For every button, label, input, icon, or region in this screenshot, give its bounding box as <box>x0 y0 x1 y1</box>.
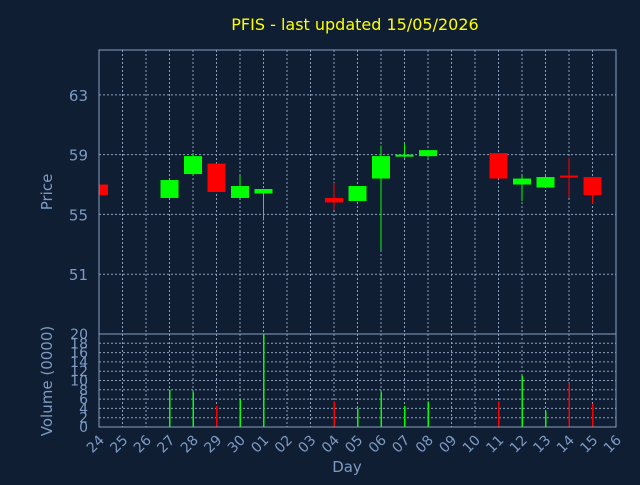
x-tick-label: 16 <box>601 432 625 456</box>
volume-tick-label: 12 <box>70 364 88 380</box>
volume-bar <box>192 392 194 427</box>
candle <box>489 153 508 179</box>
x-tick-label: 14 <box>554 432 578 456</box>
x-tick-label: 25 <box>107 433 131 457</box>
x-tick-label: 09 <box>436 433 460 457</box>
volume-tick-label: 10 <box>70 374 88 390</box>
volume-tick-label: 2 <box>79 411 88 427</box>
price-tick-label: 59 <box>69 147 88 165</box>
volume-bar <box>239 399 241 427</box>
x-tick-label: 13 <box>530 433 554 457</box>
x-tick-label: 30 <box>225 433 249 457</box>
price-tick-label: 55 <box>69 206 88 224</box>
x-tick-label: 27 <box>154 433 178 457</box>
x-tick-label: 24 <box>84 432 108 456</box>
price-axis-label: Price <box>38 174 56 211</box>
candle <box>372 145 390 251</box>
candle-body <box>254 189 273 194</box>
candle <box>513 175 531 201</box>
volume-series <box>169 334 594 427</box>
candle <box>160 180 179 198</box>
candle <box>98 184 108 195</box>
volume-bar <box>568 382 570 427</box>
x-tick-label: 07 <box>389 433 413 457</box>
volume-bar <box>427 401 429 427</box>
volume-tick-label: 0 <box>79 420 88 436</box>
x-tick-label: 26 <box>131 432 155 456</box>
volume-tick-label: 8 <box>79 383 88 399</box>
candlestick-series <box>98 144 602 251</box>
candle <box>231 175 249 198</box>
candle-body <box>348 186 367 201</box>
candle-body <box>513 178 531 185</box>
candle <box>348 186 367 201</box>
candle <box>254 189 273 221</box>
volume-bar <box>498 401 500 427</box>
tick-labels: 24 25 26 27 28 29 30 01 02 03 04 05 06 07 08 09 10 11 12 13… <box>69 87 625 457</box>
candle-body <box>395 154 414 157</box>
candle <box>184 153 202 176</box>
candle-body <box>160 180 179 198</box>
volume-tick-label: 4 <box>79 401 88 417</box>
x-tick-label: 11 <box>483 433 507 457</box>
candle-body <box>536 177 555 188</box>
x-axis-label: Day <box>332 458 362 476</box>
candle-body <box>372 156 390 179</box>
candle-body <box>560 175 578 178</box>
candle-body <box>184 156 202 175</box>
candle <box>325 183 343 210</box>
candle <box>560 157 578 198</box>
price-tick-label: 51 <box>69 266 88 284</box>
volume-bar <box>333 401 335 427</box>
x-tick-label: 02 <box>272 433 296 457</box>
x-tick-label: 03 <box>295 433 319 457</box>
volume-bar <box>357 408 359 427</box>
x-tick-label: 29 <box>201 433 225 457</box>
price-tick-label: 63 <box>69 87 88 105</box>
candle-body <box>207 163 226 192</box>
volume-bar <box>380 392 382 427</box>
volume-bar <box>545 410 547 427</box>
volume-tick-label: 20 <box>70 327 88 343</box>
candle-body <box>583 177 602 195</box>
x-tick-label: 28 <box>178 433 202 457</box>
candle-body <box>419 150 437 157</box>
x-tick-label: 04 <box>319 432 343 456</box>
candle <box>536 174 555 188</box>
candle <box>583 177 602 204</box>
x-tick-label: 06 <box>366 432 390 456</box>
volume-bar <box>169 389 171 427</box>
candle-body <box>489 153 508 179</box>
candle <box>395 144 414 158</box>
x-tick-label: 01 <box>248 433 272 457</box>
volume-bar <box>263 334 265 427</box>
x-tick-label: 08 <box>413 433 437 457</box>
candle <box>207 163 226 192</box>
x-tick-label: 15 <box>577 433 601 457</box>
volume-bar <box>592 403 594 427</box>
volume-bar <box>216 406 218 427</box>
candle-body <box>99 184 108 195</box>
x-tick-label: 12 <box>507 433 531 457</box>
candle <box>419 150 437 158</box>
volume-tick-label: 18 <box>70 336 88 352</box>
volume-frame <box>98 333 617 428</box>
x-tick-label: 05 <box>342 433 366 457</box>
volume-tick-label: 16 <box>70 346 88 362</box>
x-tick-label: 10 <box>460 433 484 457</box>
volume-tick-label: 14 <box>70 355 88 371</box>
volume-tick-label: 6 <box>79 392 88 408</box>
volume-bar <box>521 375 523 427</box>
volume-axis-label: Volume (0000) <box>38 326 56 436</box>
candle-body <box>325 197 343 203</box>
volume-bar <box>404 406 406 427</box>
candle-body <box>231 186 249 198</box>
chart-title: PFIS - last updated 15/05/2026 <box>231 15 478 34</box>
